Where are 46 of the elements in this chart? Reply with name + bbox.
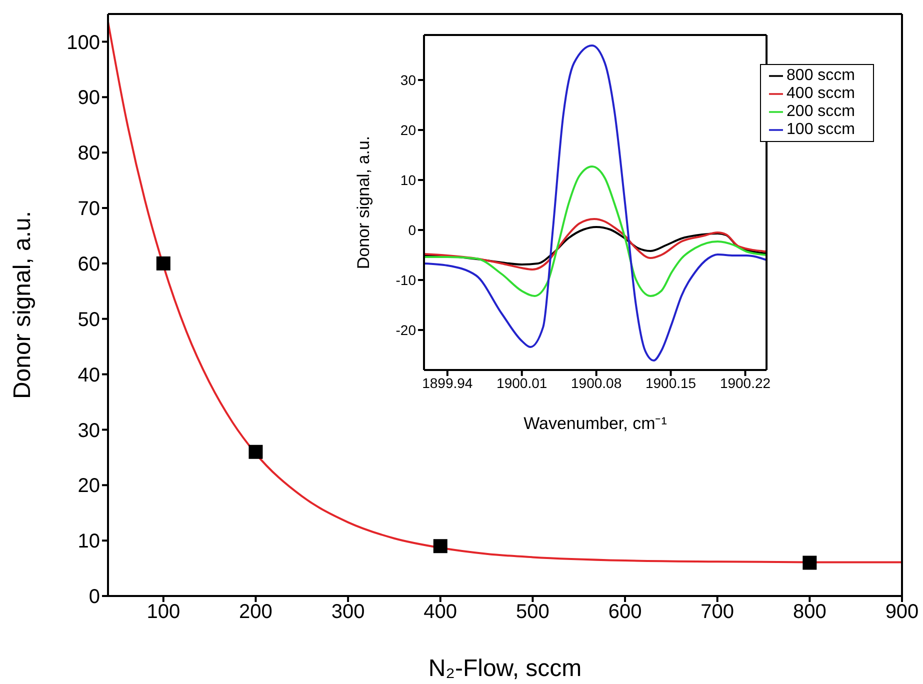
x-tick-label: 500 — [516, 601, 550, 624]
y-tick-label: -20 — [396, 322, 416, 338]
y-tick-label: 20 — [78, 475, 100, 498]
y-tick-label: 70 — [78, 198, 100, 220]
x-tick-label: 700 — [700, 601, 734, 624]
x-tick-label: 800 — [792, 601, 826, 624]
x-tick-label: 100 — [146, 601, 180, 624]
legend-label: 800 sccm — [786, 67, 855, 84]
y-tick-label: 60 — [78, 254, 100, 276]
y-axis-title: Donor signal, a.u. — [354, 136, 373, 270]
y-tick-label: -10 — [396, 272, 416, 288]
legend-label: 100 sccm — [786, 121, 855, 138]
y-axis-title: Donor signal, a.u. — [9, 210, 36, 400]
y-tick-label: 40 — [78, 364, 100, 386]
y-tick-label: 20 — [400, 122, 416, 138]
y-tick-label: 0 — [408, 222, 416, 238]
x-axis-title: Wavenumber, cm⁻¹ — [524, 414, 668, 433]
x-tick-label: 200 — [239, 601, 272, 624]
point — [156, 256, 170, 270]
y-tick-label: 100 — [66, 32, 100, 54]
point — [248, 444, 263, 459]
x-tick-label: 400 — [424, 601, 458, 624]
y-tick-label: 0 — [88, 586, 100, 608]
legend-label: 200 sccm — [786, 103, 855, 120]
y-tick-label: 50 — [78, 308, 100, 331]
x-tick-label: 1900.15 — [645, 374, 696, 391]
x-tick-label: 300 — [331, 601, 365, 624]
x-axis-title: N₂-Flow, sccm — [428, 655, 582, 682]
x-tick-label: 1900.22 — [720, 374, 771, 391]
y-tick-label: 80 — [78, 142, 100, 165]
line-series — [424, 166, 767, 297]
legend-label: 400 sccm — [786, 85, 855, 102]
x-tick-label: 600 — [608, 601, 642, 624]
x-tick-label: 1900.08 — [571, 374, 622, 391]
x-tick-label: 1900.01 — [496, 374, 548, 391]
y-tick-label: 90 — [78, 87, 100, 110]
x-tick-label: 1899.94 — [422, 374, 473, 391]
line-series — [424, 44, 767, 362]
point — [802, 556, 817, 570]
y-tick-label: 30 — [400, 72, 416, 88]
line-series — [424, 218, 767, 270]
point — [433, 539, 448, 554]
y-tick-label: 10 — [78, 530, 100, 553]
y-tick-label: 30 — [78, 420, 100, 442]
y-tick-label: 10 — [400, 172, 416, 188]
x-tick-label: 900 — [885, 601, 919, 624]
